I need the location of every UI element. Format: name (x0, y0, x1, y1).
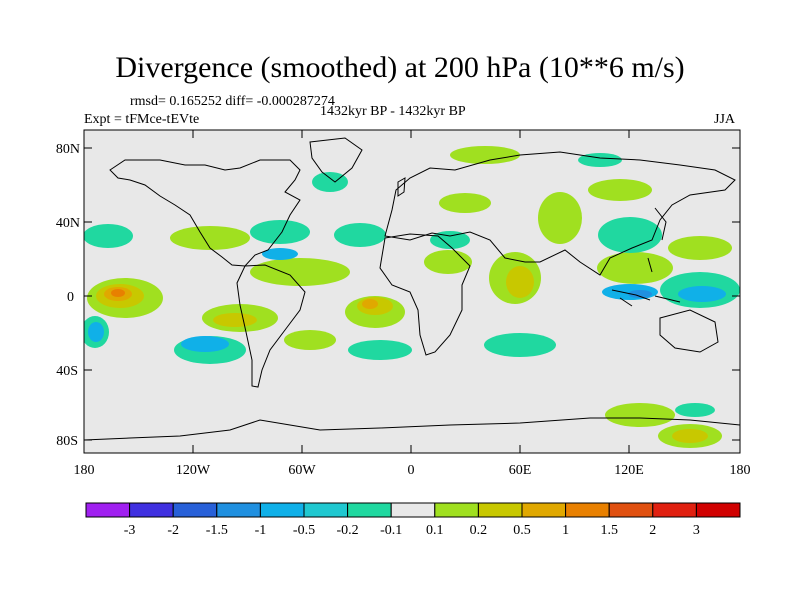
colorbar-swatch (390, 502, 436, 518)
colorbar-swatch (216, 502, 261, 518)
positive-peak-patches (111, 289, 125, 297)
map-frame (83, 129, 741, 454)
colorbar-label: 1.5 (600, 523, 618, 538)
colorbar-swatch (521, 502, 567, 518)
negative-strong-patches (628, 290, 652, 298)
colorbar-label: -0.5 (293, 523, 315, 538)
colorbar-swatch (652, 502, 697, 518)
colorbar-swatch (85, 502, 131, 518)
y-axis-labels: 80N 40N 0 40S 80S (56, 142, 80, 449)
colorbar-label: 2 (649, 523, 656, 538)
y-label-40s: 40S (56, 364, 78, 379)
colorbar-labels: -3 -2 -1.5 -1 -0.5 -0.2 -0.1 0.1 0.2 0.5 1 1.5 2 3 (124, 523, 700, 538)
colorbar-label: 3 (693, 523, 700, 538)
x-label-60w: 60W (288, 463, 316, 478)
colorbar-label: -0.2 (337, 523, 359, 538)
x-label-180w: 180 (74, 463, 95, 478)
colorbar-swatch (434, 502, 479, 518)
x-label-120w: 120W (176, 463, 211, 478)
colorbar-swatch (303, 502, 349, 518)
colorbar-label: -0.1 (380, 523, 402, 538)
x-label-60e: 60E (509, 463, 532, 478)
colorbar-label: -3 (124, 523, 136, 538)
colorbar-label: 0.5 (513, 523, 531, 538)
colorbar-label: 1 (562, 523, 569, 538)
stats-text: rmsd= 0.165252 diff= -0.000287274 (130, 94, 335, 109)
colorbar (85, 502, 741, 518)
colorbar-label: 0.2 (470, 523, 488, 538)
colorbar-swatch (172, 502, 218, 518)
colorbar-swatch (565, 502, 610, 518)
experiment-text: Expt = tFMce-tEVte (84, 112, 200, 127)
x-label-180e: 180 (730, 463, 751, 478)
colorbar-swatch (129, 502, 174, 518)
colorbar-swatch (608, 502, 654, 518)
colorbar-swatch (477, 502, 523, 518)
colorbar-label: 0.1 (426, 523, 444, 538)
axis-ticks (84, 130, 740, 453)
x-label-0: 0 (408, 463, 415, 478)
y-label-40n: 40N (56, 216, 80, 231)
season-text: JJA (714, 112, 736, 127)
colorbar-swatch (259, 502, 305, 518)
field-patches (84, 146, 740, 448)
colorbar-swatch (347, 502, 392, 518)
colorbar-swatch (695, 502, 741, 518)
colorbar-label: -1 (255, 523, 267, 538)
x-axis-labels: 180 120W 60W 0 60E 120E 180 (74, 463, 751, 478)
coastlines (84, 137, 740, 441)
y-label-80s: 80S (56, 434, 78, 449)
x-label-120e: 120E (614, 463, 644, 478)
colorbar-label: -2 (167, 523, 179, 538)
y-label-0: 0 (67, 290, 74, 305)
period-text: 1432kyr BP - 1432kyr BP (320, 104, 466, 119)
colorbar-label: -1.5 (206, 523, 228, 538)
plot-title: Divergence (smoothed) at 200 hPa (10**6 … (115, 51, 685, 84)
y-label-80n: 80N (56, 142, 80, 157)
